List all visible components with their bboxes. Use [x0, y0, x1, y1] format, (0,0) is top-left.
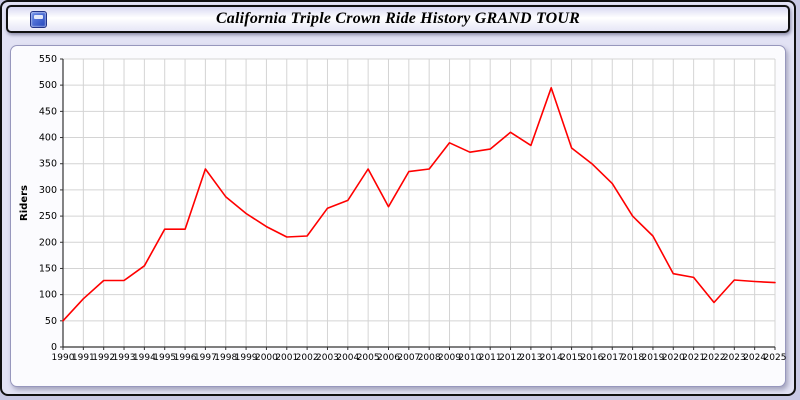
plot-area [63, 59, 775, 347]
x-tick-label: 1993 [113, 353, 136, 363]
x-tick-label: 2008 [418, 353, 441, 363]
x-tick-label: 2007 [397, 353, 420, 363]
x-tick-label: 1994 [133, 353, 156, 363]
y-tick-label: 250 [39, 211, 57, 222]
x-tick-label: 2019 [641, 353, 664, 363]
y-tick-label: 0 [51, 342, 57, 353]
y-tick-label: 200 [39, 237, 57, 248]
x-tick-label: 1999 [235, 353, 258, 363]
x-tick-label: 2021 [682, 353, 705, 363]
page-title: California Triple Crown Ride History GRA… [215, 10, 581, 27]
y-tick-label: 150 [39, 263, 57, 274]
x-tick-label: 1990 [52, 353, 75, 363]
x-tick-label: 2004 [336, 353, 359, 363]
x-tick-label: 2005 [357, 353, 380, 363]
x-tick-label: 1997 [194, 353, 217, 363]
x-tick-label: 2012 [499, 353, 522, 363]
chart-panel: 1990 1991 1992 1993 1994 1995 1996 1997 1998 1999… [10, 45, 786, 387]
x-tick-label: 2020 [662, 353, 685, 363]
title-bar: California Triple Crown Ride History GRA… [6, 5, 790, 33]
x-tick-label: 2017 [601, 353, 624, 363]
y-tick-label: 400 [39, 133, 57, 144]
y-axis-label: Riders [19, 185, 30, 221]
y-tick-label: 450 [39, 106, 57, 117]
x-tick-label: 1991 [72, 353, 95, 363]
x-tick-label: 2000 [255, 353, 278, 363]
x-tick-label: 2013 [519, 353, 542, 363]
x-tick-label: 2015 [560, 353, 583, 363]
x-tick-label: 2016 [580, 353, 603, 363]
app-icon [30, 11, 47, 28]
x-tick-label: 2009 [438, 353, 461, 363]
y-tick-label: 350 [39, 159, 57, 170]
x-tick-label: 2024 [743, 353, 766, 363]
x-tick-label: 2018 [621, 353, 644, 363]
x-tick-label: 2002 [296, 353, 319, 363]
x-tick-label: 1992 [92, 353, 115, 363]
x-tick-label: 2023 [723, 353, 746, 363]
x-tick-label: 1996 [174, 353, 197, 363]
x-tick-label: 1995 [153, 353, 176, 363]
y-tick-label: 100 [39, 290, 57, 301]
x-tick-label: 2001 [275, 353, 298, 363]
y-tick-label: 550 [39, 54, 57, 65]
x-tick-label: 2014 [540, 353, 563, 363]
y-tick-label: 300 [39, 185, 57, 196]
x-tick-label: 2011 [479, 353, 502, 363]
x-tick-label: 2025 [764, 353, 787, 363]
x-tick-label: 2003 [316, 353, 339, 363]
x-tick-label: 2010 [458, 353, 481, 363]
ride-history-line-chart: 1990199119921993199419951996199719981999… [19, 54, 787, 363]
y-tick-label: 500 [39, 80, 57, 91]
data-line-riders [62, 86, 776, 322]
x-tick-label: 2022 [703, 353, 726, 363]
x-tick-label: 1998 [214, 353, 237, 363]
y-tick-label: 50 [45, 316, 57, 327]
x-tick-label: 2006 [377, 353, 400, 363]
